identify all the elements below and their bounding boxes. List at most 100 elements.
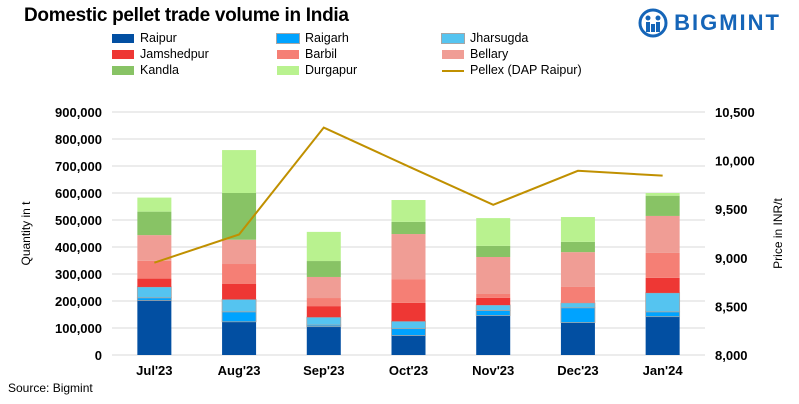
bar-segment-bellary bbox=[306, 276, 341, 299]
bar-segment-bellary bbox=[476, 256, 511, 294]
x-tick-label: Nov'23 bbox=[472, 363, 514, 378]
bar-segment-jamshedpur bbox=[306, 306, 341, 318]
bar-segment-barbil bbox=[391, 279, 426, 303]
legend-item: Durgapur bbox=[277, 63, 442, 78]
y2-tick-label: 10,500 bbox=[715, 105, 755, 120]
bigmint-logo-icon bbox=[638, 8, 668, 38]
bar-segment-durgapur bbox=[645, 193, 680, 196]
bar-segment-raipur bbox=[137, 300, 172, 355]
y-tick-label: 600,000 bbox=[55, 186, 102, 201]
y2-tick-label: 8,000 bbox=[715, 348, 748, 363]
bar-segment-jamshedpur bbox=[222, 283, 257, 300]
y2-axis-label: Price in INR/t bbox=[771, 197, 785, 268]
legend-label: Pellex (DAP Raipur) bbox=[470, 63, 582, 77]
bar-segment-barbil bbox=[560, 286, 595, 303]
legend-item: Kandla bbox=[112, 63, 277, 78]
x-tick-label: Jan'24 bbox=[643, 363, 684, 378]
x-tick-label: Oct'23 bbox=[389, 363, 428, 378]
bar-segment-bellary bbox=[645, 215, 680, 253]
bar-segment-raipur bbox=[391, 335, 426, 355]
y-tick-label: 300,000 bbox=[55, 267, 102, 282]
bar-segment-kandla bbox=[306, 261, 341, 277]
bar-segment-raigarh bbox=[221, 311, 257, 323]
bar-segment-barbil bbox=[137, 260, 172, 279]
y-tick-label: 500,000 bbox=[55, 213, 102, 228]
bar-segment-durgapur bbox=[306, 231, 341, 262]
bar-segment-kandla bbox=[222, 193, 257, 240]
bar-segment-raigarh bbox=[645, 311, 681, 318]
bar-segment-durgapur bbox=[391, 200, 426, 222]
legend-swatch bbox=[112, 50, 134, 59]
bar-segment-durgapur bbox=[137, 197, 172, 212]
source-note: Source: Bigmint bbox=[8, 381, 93, 395]
bar-segment-bellary bbox=[391, 234, 426, 280]
bar-segment-kandla bbox=[391, 221, 426, 235]
legend-swatch bbox=[441, 33, 465, 44]
legend-item: Raigarh bbox=[276, 31, 442, 46]
bar-segment-kandla bbox=[476, 245, 511, 257]
y2-tick-label: 8,500 bbox=[715, 299, 748, 314]
bar-segment-raipur bbox=[560, 322, 595, 355]
y-tick-label: 700,000 bbox=[55, 159, 102, 174]
bar-segment-barbil bbox=[222, 264, 257, 284]
bar-segment-jamshedpur bbox=[391, 302, 426, 322]
legend-item: Bellary bbox=[442, 47, 632, 62]
legend-swatch bbox=[277, 50, 299, 59]
legend-label: Raigarh bbox=[305, 31, 349, 45]
bar-segment-raigarh bbox=[136, 297, 172, 301]
bar-segment-jharsugda bbox=[136, 286, 172, 299]
y-tick-label: 400,000 bbox=[55, 240, 102, 255]
bar-segment-jharsugda bbox=[560, 302, 596, 309]
bar-segment-kandla bbox=[137, 211, 172, 236]
bar-segment-bellary bbox=[222, 239, 257, 265]
bar-segment-raipur bbox=[645, 316, 680, 355]
legend-label: Jharsugda bbox=[470, 31, 529, 45]
bar-segment-bellary bbox=[560, 252, 595, 287]
bar-segment-jamshedpur bbox=[645, 277, 680, 293]
bar-segment-jharsugda bbox=[391, 320, 426, 329]
x-tick-label: Aug'23 bbox=[218, 363, 261, 378]
bar-segment-durgapur bbox=[476, 218, 511, 246]
legend-label: Kandla bbox=[140, 63, 179, 77]
x-tick-label: Jul'23 bbox=[136, 363, 172, 378]
bar-segment-kandla bbox=[560, 241, 595, 253]
y-tick-label: 800,000 bbox=[55, 132, 102, 147]
legend-swatch bbox=[442, 69, 464, 72]
legend-item: Jharsugda bbox=[441, 31, 632, 46]
bigmint-logo: BIGMINT bbox=[638, 8, 781, 38]
bigmint-logo-text: BIGMINT bbox=[674, 10, 781, 35]
bar-segment-barbil bbox=[476, 293, 511, 298]
legend-label: Barbil bbox=[305, 47, 337, 61]
y-tick-label: 900,000 bbox=[55, 105, 102, 120]
y-tick-label: 100,000 bbox=[55, 321, 102, 336]
bar-segment-jamshedpur bbox=[137, 278, 172, 287]
bar-segment-raigarh bbox=[560, 307, 596, 324]
bar-segment-bellary bbox=[137, 235, 172, 261]
legend-label: Durgapur bbox=[305, 63, 358, 77]
bar-segment-raigarh bbox=[475, 310, 511, 316]
legend-item: Jamshedpur bbox=[112, 47, 277, 62]
bar-segment-kandla bbox=[645, 195, 680, 216]
legend-item: Raipur bbox=[112, 31, 277, 46]
bar-segment-raipur bbox=[222, 321, 257, 355]
legend: Raipur Raigarh Jharsugda Jamshedpur Barbil Be… bbox=[112, 31, 632, 78]
legend-item: Barbil bbox=[277, 47, 442, 62]
y-tick-label: 0 bbox=[95, 348, 102, 363]
x-tick-label: Sep'23 bbox=[303, 363, 344, 378]
y-tick-label: 200,000 bbox=[55, 294, 102, 309]
bar-segment-jharsugda bbox=[306, 316, 342, 326]
legend-swatch bbox=[442, 50, 464, 59]
x-tick-label: Dec'23 bbox=[557, 363, 598, 378]
y2-tick-label: 10,000 bbox=[715, 154, 755, 169]
legend-label: Bellary bbox=[470, 47, 509, 61]
bar-segment-jamshedpur bbox=[476, 297, 511, 306]
pellex-price-line bbox=[154, 126, 663, 264]
legend-swatch bbox=[112, 34, 134, 43]
legend-item: Pellex (DAP Raipur) bbox=[442, 63, 632, 78]
bar-segment-durgapur bbox=[560, 217, 595, 242]
legend-swatch bbox=[276, 33, 300, 44]
y2-tick-label: 9,000 bbox=[715, 251, 748, 266]
bar-segment-raipur bbox=[476, 315, 511, 355]
bar-segment-durgapur bbox=[222, 150, 257, 193]
